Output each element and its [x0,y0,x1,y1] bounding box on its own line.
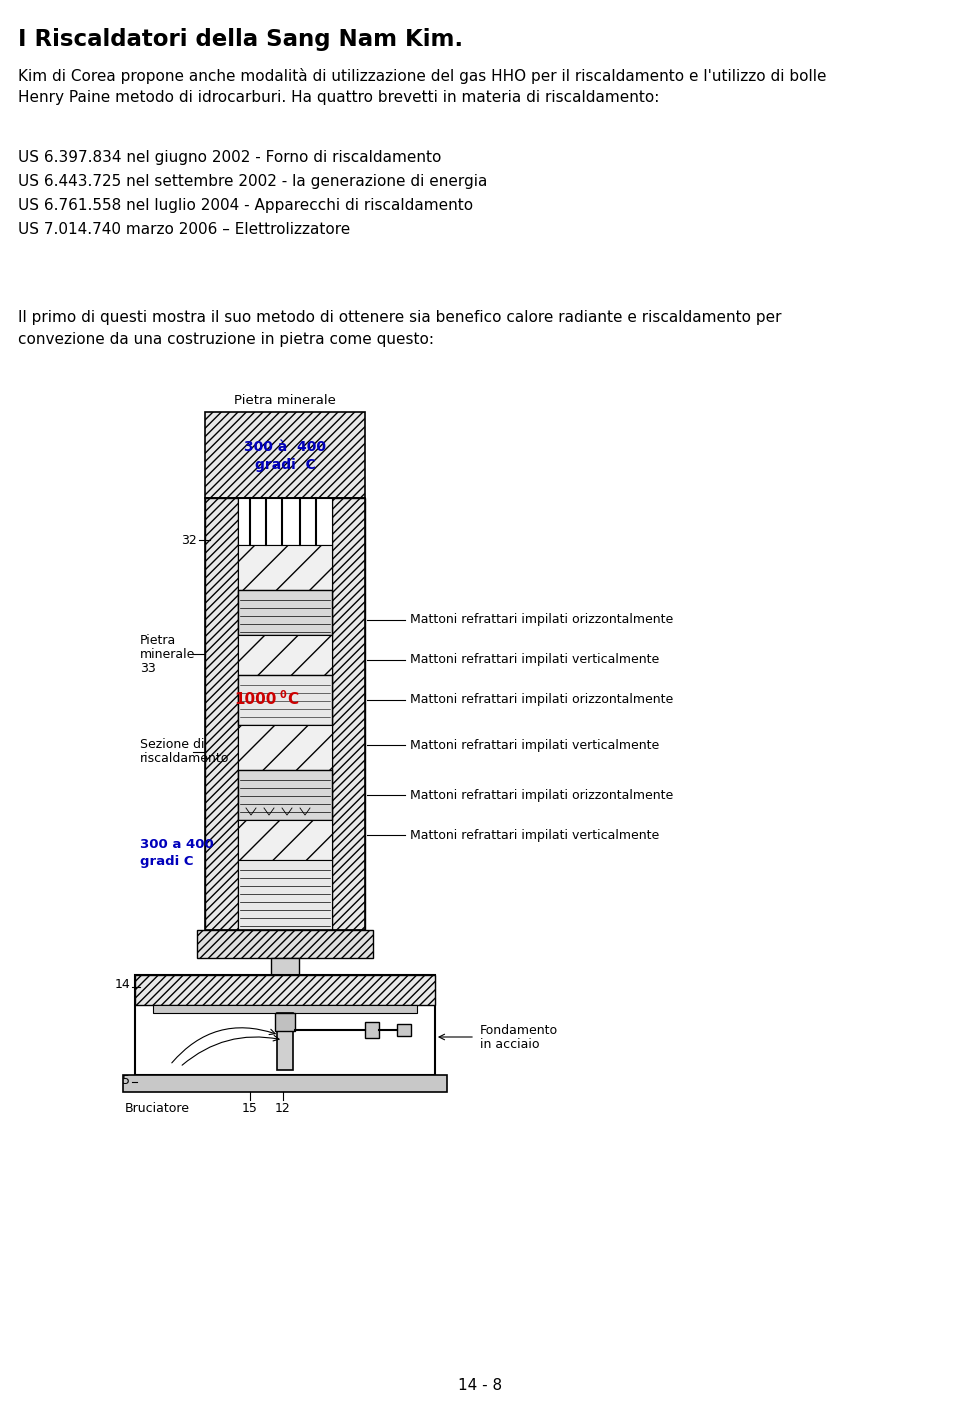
Bar [238,861,332,930]
Bar [238,725,332,770]
Bar [238,545,332,591]
Bar [135,975,435,1005]
Bar [238,675,332,725]
Bar [365,1022,379,1039]
Bar [332,497,365,930]
Text: Il primo di questi mostra il suo metodo di ottenere sia benefico calore radiante: Il primo di questi mostra il suo metodo … [18,309,781,325]
Text: I Riscaldatori della Sang Nam Kim.: I Riscaldatori della Sang Nam Kim. [18,28,463,51]
Bar [135,975,435,1075]
Text: minerale: minerale [140,647,196,660]
Bar [123,1075,447,1092]
Text: 14 - 8: 14 - 8 [458,1378,502,1392]
Bar [153,1005,417,1013]
Text: US 6.443.725 nel settembre 2002 - la generazione di energia: US 6.443.725 nel settembre 2002 - la gen… [18,174,488,189]
Bar [238,634,332,675]
Text: Mattoni refrattari impilati orizzontalmente: Mattoni refrattari impilati orizzontalme… [410,694,673,706]
Bar [397,1024,411,1036]
Bar [205,497,238,930]
Text: 300 à  400: 300 à 400 [244,439,326,454]
Text: Bruciatore: Bruciatore [125,1102,190,1115]
Text: 32: 32 [181,534,197,547]
Text: 14: 14 [114,978,130,992]
Text: riscaldamento: riscaldamento [140,753,229,766]
Text: Mattoni refrattari impilati verticalmente: Mattoni refrattari impilati verticalment… [410,739,660,752]
Bar [238,770,332,820]
Text: in acciaio: in acciaio [480,1037,540,1050]
Text: 15: 15 [242,1102,258,1115]
Text: Kim di Corea propone anche modalità di utilizzazione del gas HHO per il riscalda: Kim di Corea propone anche modalità di u… [18,68,827,83]
Text: Fondamento: Fondamento [480,1023,558,1037]
Text: 33: 33 [140,661,156,674]
Bar [238,591,332,634]
Text: Sezione di: Sezione di [140,739,204,752]
Text: Mattoni refrattari impilati orizzontalmente: Mattoni refrattari impilati orizzontalme… [410,613,673,626]
Text: C: C [287,692,299,708]
Text: Mattoni refrattari impilati verticalmente: Mattoni refrattari impilati verticalment… [410,653,660,667]
Text: 5: 5 [122,1074,130,1087]
Text: 0: 0 [280,690,287,699]
Text: convezione da una costruzione in pietra come questo:: convezione da una costruzione in pietra … [18,332,434,348]
Bar [197,930,373,958]
Bar [205,497,365,930]
Text: Mattoni refrattari impilati verticalmente: Mattoni refrattari impilati verticalment… [410,828,660,842]
Bar [277,1013,293,1070]
Text: gradi C: gradi C [140,855,194,868]
Bar [271,958,299,981]
Text: 1000: 1000 [234,692,277,708]
Text: Mattoni refrattari impilati orizzontalmente: Mattoni refrattari impilati orizzontalme… [410,788,673,801]
Bar [238,497,332,545]
Text: 12: 12 [276,1102,291,1115]
Bar [205,413,365,497]
Text: gradi  C: gradi C [254,458,316,472]
Text: US 6.761.558 nel luglio 2004 - Apparecchi di riscaldamento: US 6.761.558 nel luglio 2004 - Apparecch… [18,198,473,213]
Bar [275,1013,295,1031]
Bar [238,820,332,861]
Text: Pietra: Pietra [140,633,177,647]
Text: US 6.397.834 nel giugno 2002 - Forno di riscaldamento: US 6.397.834 nel giugno 2002 - Forno di … [18,150,442,165]
Text: 300 a 400: 300 a 400 [140,838,214,852]
Text: US 7.014.740 marzo 2006 – Elettrolizzatore: US 7.014.740 marzo 2006 – Elettrolizzato… [18,222,350,237]
Text: Pietra minerale: Pietra minerale [234,394,336,407]
Text: Henry Paine metodo di idrocarburi. Ha quattro brevetti in materia di riscaldamen: Henry Paine metodo di idrocarburi. Ha qu… [18,90,660,105]
